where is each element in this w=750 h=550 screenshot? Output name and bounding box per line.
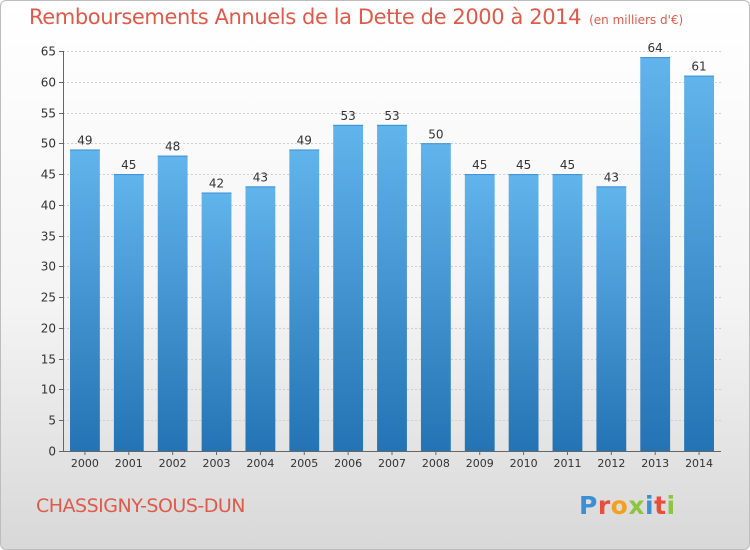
x-tick-label: 2002 [159,457,187,470]
y-tick-label: 5 [48,414,56,428]
bars [70,57,714,452]
bar-2004 [245,186,276,451]
bar-2009 [464,174,495,452]
commune-name: CHASSIGNY-SOUS-DUN [36,495,246,517]
data-label: 43 [253,170,268,184]
data-label: 45 [516,158,531,172]
x-tick-label: 2005 [290,457,318,470]
data-label: 45 [472,158,487,172]
y-tick-label: 0 [48,445,56,459]
chart-subtitle: (en milliers d'€) [589,13,684,27]
data-label: 42 [209,177,224,191]
x-tick-label: 2003 [203,457,231,470]
data-label: 49 [297,133,312,147]
x-tick-label: 2006 [334,457,362,470]
axes [59,51,721,455]
data-label: 45 [121,158,136,172]
logo-letter: t [654,491,667,520]
bar-2008 [420,143,451,452]
bar-2013 [640,57,671,452]
x-tick-label: 2010 [510,457,538,470]
logo-letter: o [610,491,629,520]
y-tick-label: 10 [41,383,56,397]
y-tick-label: 30 [41,260,56,274]
bar-2005 [289,149,320,451]
chart-title: Remboursements Annuels de la Dette de 20… [29,5,582,29]
y-tick-label: 15 [41,353,56,367]
bar-2007 [377,124,407,451]
bar-2010 [508,174,539,452]
data-label: 61 [691,60,706,74]
bar-2012 [596,186,627,451]
title-row: Remboursements Annuels de la Dette de 20… [29,5,683,29]
bar-2001 [113,174,144,452]
y-tick-label: 50 [41,137,56,151]
logo-letter: i [645,491,655,520]
y-tick-label: 25 [41,291,56,305]
data-label: 45 [560,158,575,172]
bar-2014 [684,75,714,451]
data-label: 48 [165,140,180,154]
y-tick-label: 60 [41,76,56,90]
y-tick-label: 55 [41,107,56,121]
data-label: 49 [77,133,92,147]
x-tick-label: 2008 [422,457,450,470]
data-label: 43 [604,170,619,184]
x-tick-label: 2011 [553,457,581,470]
x-tick-label: 2012 [597,457,625,470]
y-tick-label: 45 [41,168,56,182]
y-tick-label: 35 [41,230,56,244]
y-tick-label: 40 [41,199,56,213]
bar-2006 [333,124,364,451]
logo-letter: i [666,491,676,520]
bar-2002 [157,155,188,451]
y-tick-label: 65 [41,45,56,59]
bar-2003 [201,192,232,452]
x-tick-label: 2013 [641,457,669,470]
logo-letter: P [579,491,598,520]
data-label: 50 [428,127,443,141]
proxiti-logo: Proxiti [579,491,676,520]
x-tick-label: 2000 [71,457,99,470]
y-tick-label: 20 [41,322,56,336]
logo-letter: x [628,491,645,520]
data-label: 53 [384,109,399,123]
x-tick-label: 2014 [685,457,713,470]
x-tick-label: 2004 [246,457,274,470]
bar-2011 [552,174,583,452]
bar-2000 [70,149,100,451]
data-label: 64 [648,41,663,55]
logo-letter: r [597,491,611,520]
x-tick-label: 2007 [378,457,406,470]
data-label: 53 [340,109,355,123]
labels: 0 5 10 15 20 25 30 35 40 45 50 55 60 65 49 2000 45 2001 48… [41,41,713,470]
x-tick-label: 2001 [115,457,143,470]
x-tick-label: 2009 [466,457,494,470]
